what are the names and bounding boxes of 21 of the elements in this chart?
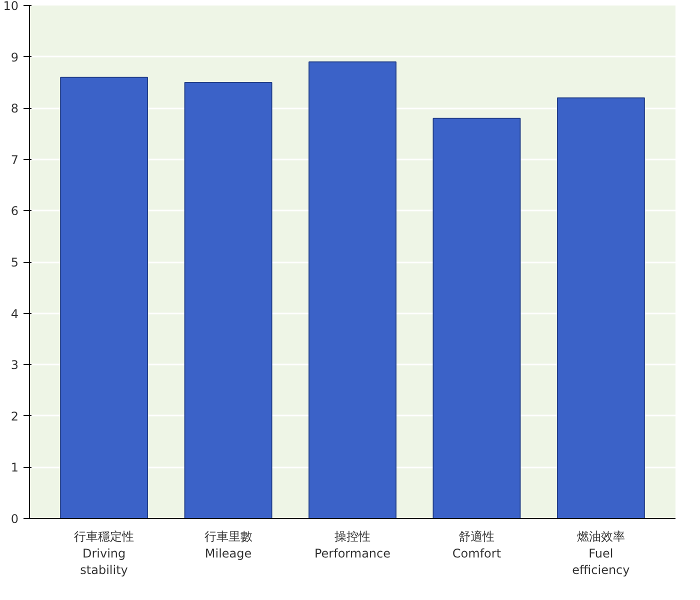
bar [556, 97, 645, 518]
x-tick-label: 舒適性 Comfort [452, 530, 502, 560]
bar [184, 82, 272, 518]
y-tick-label: 9 [10, 50, 19, 64]
y-tick-label: 7 [10, 152, 19, 167]
y-tick-label: 8 [10, 102, 19, 116]
y-tick-label: 0 [10, 512, 19, 526]
y-tick-label: 3 [10, 358, 19, 372]
x-tick-label: 燃油效率 Fuel efficiency [572, 530, 630, 578]
y-tick-label: 6 [10, 204, 19, 218]
y-tick-label: 10 [3, 0, 19, 13]
x-tick-label: 操控性 Performance [314, 530, 391, 560]
bar [60, 76, 148, 518]
x-tick-label: 行車穩定性 Driving stability [74, 530, 134, 578]
bar [308, 61, 396, 518]
y-tick-label: 4 [10, 306, 19, 321]
y-tick-label: 5 [10, 256, 19, 270]
x-tick-label: 行車里數 Mileage [204, 530, 252, 560]
y-tick-label: 1 [10, 460, 19, 475]
y-tick-label: 2 [10, 409, 19, 424]
bar [432, 118, 521, 518]
